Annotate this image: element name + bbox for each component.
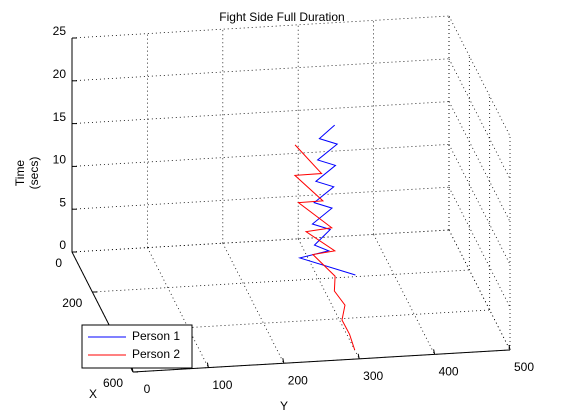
y-tick	[206, 362, 209, 368]
y-axis-label: Y	[280, 399, 288, 413]
z-axis-label: Time (secs)	[13, 157, 41, 190]
grid-line	[147, 247, 209, 368]
x-tick-label: 600	[103, 376, 123, 390]
y-tick-label: 300	[363, 369, 383, 383]
grid-line	[448, 187, 511, 308]
grid-line	[71, 15, 450, 39]
grid-line	[448, 144, 511, 265]
grid-line	[373, 234, 435, 355]
y-tick-label: 0	[144, 382, 151, 396]
y-tick-label: 200	[288, 373, 308, 387]
y-tick-label: 500	[514, 360, 534, 374]
grid-line	[448, 101, 511, 222]
grid-line	[71, 144, 450, 167]
grid-line	[448, 15, 511, 137]
z-tick-label: 10	[53, 153, 67, 167]
grid-line	[222, 243, 285, 364]
legend: Person 1 Person 2	[81, 324, 193, 369]
z-tick-label: 0	[59, 238, 66, 252]
legend-label: Person 1	[132, 329, 180, 343]
grid-line	[71, 229, 450, 253]
z-tick-label: 25	[53, 24, 67, 38]
grid-line	[448, 58, 511, 179]
z-axis-label-line: Time	[13, 160, 27, 187]
series-line	[297, 124, 356, 276]
grid-line	[448, 229, 511, 351]
y-tick-label: 400	[439, 365, 459, 379]
legend-box	[81, 324, 193, 369]
legend-label: Person 2	[132, 347, 180, 361]
grid-line	[297, 238, 360, 359]
z-tick-label: 5	[59, 195, 66, 209]
y-tick-label: 100	[212, 378, 232, 392]
grid-line	[92, 269, 470, 293]
z-tick-label: 20	[53, 67, 67, 81]
grid-line	[71, 186, 450, 210]
y-tick	[433, 349, 436, 355]
x-tick-label: 0	[55, 256, 62, 270]
grid-line	[71, 58, 450, 82]
grid-line	[112, 309, 490, 333]
y-tick	[357, 353, 360, 359]
x-tick-label: 200	[62, 296, 82, 310]
x-axis-label: X	[89, 387, 97, 401]
y-axis	[132, 349, 511, 373]
chart-title: Fight Side Full Duration	[219, 10, 344, 24]
z-tick-label: 15	[53, 110, 67, 124]
y-tick	[282, 358, 285, 364]
series-line	[293, 144, 356, 351]
z-axis-label-line: (secs)	[27, 157, 41, 190]
y-tick	[508, 344, 511, 351]
grid-line	[71, 101, 450, 124]
